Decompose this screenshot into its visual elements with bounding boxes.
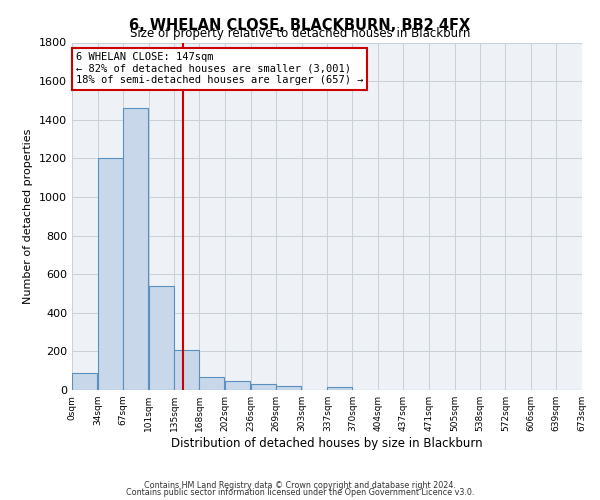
Text: 6, WHELAN CLOSE, BLACKBURN, BB2 4FX: 6, WHELAN CLOSE, BLACKBURN, BB2 4FX	[130, 18, 470, 32]
Bar	[251, 384, 276, 390]
Bar	[149, 286, 173, 390]
Bar	[123, 108, 148, 390]
Text: 6 WHELAN CLOSE: 147sqm
← 82% of detached houses are smaller (3,001)
18% of semi-: 6 WHELAN CLOSE: 147sqm ← 82% of detached…	[76, 52, 363, 86]
Bar	[98, 158, 123, 390]
Bar	[72, 372, 97, 390]
Bar	[175, 350, 199, 390]
X-axis label: Distribution of detached houses by size in Blackburn: Distribution of detached houses by size …	[171, 437, 483, 450]
Y-axis label: Number of detached properties: Number of detached properties	[23, 128, 34, 304]
Bar	[199, 378, 224, 390]
Text: Contains HM Land Registry data © Crown copyright and database right 2024.: Contains HM Land Registry data © Crown c…	[144, 480, 456, 490]
Text: Contains public sector information licensed under the Open Government Licence v3: Contains public sector information licen…	[126, 488, 474, 497]
Bar	[328, 387, 352, 390]
Bar	[276, 386, 301, 390]
Bar	[225, 380, 250, 390]
Text: Size of property relative to detached houses in Blackburn: Size of property relative to detached ho…	[130, 28, 470, 40]
